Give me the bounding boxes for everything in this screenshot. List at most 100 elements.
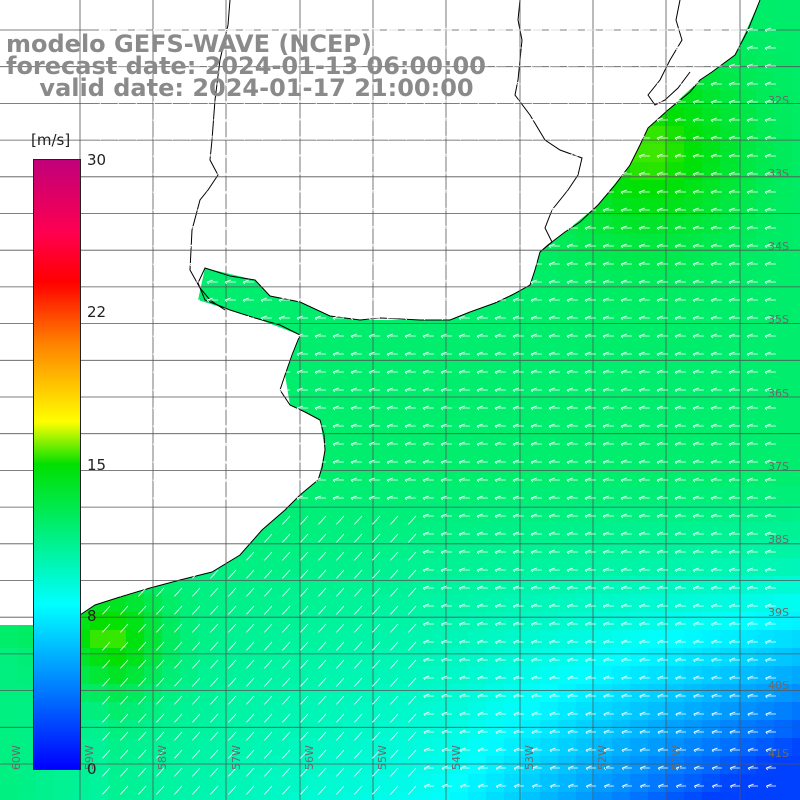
wind-arrow xyxy=(174,533,183,543)
wind-speed-cell xyxy=(522,450,541,469)
wind-arrow xyxy=(134,477,146,483)
wind-speed-cell xyxy=(0,666,19,685)
wind-arrow xyxy=(332,441,344,447)
wind-speed-cell xyxy=(522,342,541,361)
wind-speed-cell xyxy=(666,504,685,523)
wind-arrow xyxy=(638,585,650,591)
wind-speed-cell xyxy=(450,558,469,577)
wind-arrow xyxy=(332,459,344,465)
wind-arrow xyxy=(134,369,146,375)
wind-arrow xyxy=(314,243,326,249)
wind-arrow xyxy=(120,713,129,723)
wind-speed-cell xyxy=(342,324,361,343)
wind-arrow xyxy=(296,405,308,411)
wind-arrow xyxy=(674,459,686,465)
wind-arrow xyxy=(656,351,668,357)
wind-arrow xyxy=(296,135,308,141)
wind-arrow xyxy=(246,587,255,597)
wind-arrow xyxy=(476,171,488,177)
wind-speed-cell xyxy=(252,594,271,613)
wind-arrow xyxy=(282,533,291,543)
wind-speed-cell xyxy=(756,306,775,325)
wind-arrow xyxy=(120,551,129,561)
wind-arrow xyxy=(138,533,147,543)
wind-arrow xyxy=(476,243,488,249)
wind-speed-cell xyxy=(288,774,307,793)
wind-arrow xyxy=(602,171,614,177)
wind-speed-cell xyxy=(648,558,667,577)
wind-arrow xyxy=(710,207,722,213)
wind-arrow xyxy=(746,117,758,123)
wind-arrow xyxy=(746,153,758,159)
wind-speed-cell xyxy=(324,324,343,343)
wind-arrow xyxy=(728,27,740,33)
wind-arrow xyxy=(620,549,632,555)
wind-arrow xyxy=(350,63,362,69)
wind-arrow xyxy=(620,459,632,465)
wind-arrow xyxy=(710,153,722,159)
wind-speed-cell xyxy=(720,792,739,800)
wind-speed-cell xyxy=(270,540,289,559)
wind-arrow xyxy=(404,243,416,249)
wind-speed-cell xyxy=(504,738,523,757)
wind-arrow xyxy=(548,243,560,249)
wind-speed-cell xyxy=(378,342,397,361)
wind-arrow xyxy=(512,171,524,177)
wind-speed-cell xyxy=(252,558,271,577)
wind-arrow xyxy=(314,45,326,51)
wind-arrow xyxy=(98,441,110,447)
wind-arrow xyxy=(440,189,452,195)
wind-speed-cell xyxy=(468,540,487,559)
wind-arrow xyxy=(513,729,524,735)
wind-arrow xyxy=(138,587,147,597)
wind-arrow xyxy=(242,261,254,267)
wind-speed-cell xyxy=(432,576,451,595)
wind-arrow xyxy=(170,297,182,303)
wind-arrow xyxy=(278,297,290,303)
wind-speed-cell xyxy=(522,792,541,800)
wind-speed-cell xyxy=(450,342,469,361)
wind-arrow xyxy=(549,747,560,753)
wind-speed-cell xyxy=(396,378,415,397)
wind-arrow xyxy=(674,567,686,573)
wind-arrow xyxy=(458,207,470,213)
wind-speed-cell xyxy=(612,630,631,649)
wind-arrow xyxy=(440,513,452,519)
wind-speed-cell xyxy=(504,450,523,469)
wind-arrow xyxy=(206,117,218,123)
wind-speed-cell xyxy=(666,108,685,127)
wind-arrow xyxy=(621,675,632,681)
wind-speed-cell xyxy=(306,522,325,541)
wind-speed-cell xyxy=(72,774,91,793)
wind-arrow xyxy=(566,477,578,483)
wind-arrow xyxy=(674,549,686,555)
wind-speed-cell xyxy=(252,720,271,739)
wind-arrow xyxy=(224,405,236,411)
wind-speed-cell xyxy=(144,720,163,739)
wind-speed-cell xyxy=(558,792,577,800)
wind-arrow xyxy=(386,189,398,195)
wind-speed-cell xyxy=(702,702,721,721)
wind-arrow xyxy=(530,495,542,501)
wind-arrow xyxy=(584,621,596,627)
wind-arrow xyxy=(300,623,309,633)
wind-arrow xyxy=(300,641,309,651)
wind-speed-cell xyxy=(792,702,800,721)
wind-arrow xyxy=(278,81,290,87)
wind-speed-cell xyxy=(378,792,397,800)
wind-arrow xyxy=(657,675,668,681)
wind-speed-cell xyxy=(576,630,595,649)
wind-arrow xyxy=(494,639,506,645)
wind-speed-cell xyxy=(306,558,325,577)
wind-speed-cell xyxy=(36,774,55,793)
wind-arrow xyxy=(584,135,596,141)
wind-speed-cell xyxy=(378,540,397,559)
wind-arrow xyxy=(440,531,452,537)
wind-speed-cell xyxy=(774,144,793,163)
wind-arrow xyxy=(242,387,254,393)
wind-speed-cell xyxy=(630,306,649,325)
wind-speed-cell xyxy=(450,792,469,800)
wind-arrow xyxy=(246,749,255,759)
wind-speed-cell xyxy=(702,756,721,775)
wind-speed-cell xyxy=(720,162,739,181)
